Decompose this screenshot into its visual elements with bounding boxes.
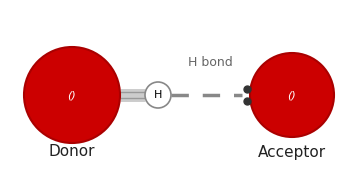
Text: Donor: Donor <box>49 144 95 159</box>
Text: H bond: H bond <box>188 55 232 68</box>
Text: Acceptor: Acceptor <box>258 144 326 159</box>
Text: H: H <box>154 90 162 100</box>
Circle shape <box>24 47 120 143</box>
Text: (): () <box>68 90 76 100</box>
Text: (): () <box>287 90 296 100</box>
Circle shape <box>250 53 334 137</box>
Circle shape <box>145 82 171 108</box>
